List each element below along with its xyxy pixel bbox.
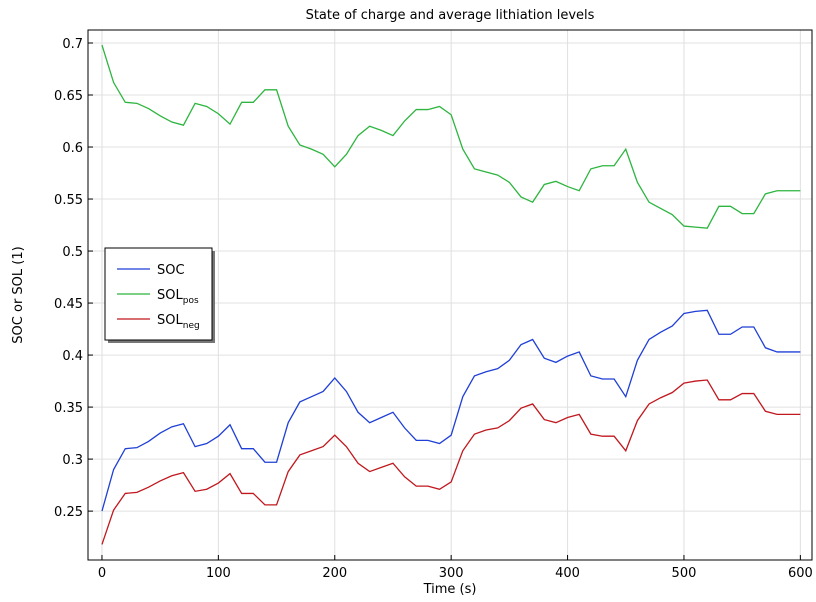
y-tick-label: 0.3 bbox=[62, 453, 83, 468]
x-tick-label: 200 bbox=[322, 566, 347, 581]
y-tick-label: 0.35 bbox=[54, 401, 83, 416]
legend-subscript: neg bbox=[183, 321, 200, 331]
x-tick-label: 300 bbox=[439, 566, 464, 581]
y-tick-label: 0.25 bbox=[54, 505, 83, 520]
legend-label: SOLneg bbox=[157, 313, 200, 331]
y-tick-label: 0.45 bbox=[54, 297, 83, 312]
legend-label: SOLpos bbox=[157, 288, 199, 306]
x-axis-label: Time (s) bbox=[423, 582, 477, 597]
x-tick-label: 500 bbox=[672, 566, 697, 581]
data-line bbox=[101, 309, 801, 512]
legend-subscript: pos bbox=[183, 296, 199, 306]
legend-label: SOC bbox=[157, 263, 185, 278]
y-tick-label: 0.7 bbox=[62, 37, 83, 52]
y-tick-label: 0.65 bbox=[54, 89, 83, 104]
y-tick-label: 0.6 bbox=[62, 141, 83, 156]
x-tick-label: 0 bbox=[98, 566, 106, 581]
data-line bbox=[101, 44, 801, 229]
y-tick-label: 0.4 bbox=[62, 349, 83, 364]
y-tick-label: 0.5 bbox=[62, 245, 83, 260]
data-line bbox=[101, 379, 801, 545]
plot-frame bbox=[87, 29, 813, 561]
y-axis-label: SOC or SOL (1) bbox=[11, 246, 26, 343]
y-tick-label: 0.55 bbox=[54, 193, 83, 208]
legend-name: SOL bbox=[157, 313, 183, 328]
x-tick-label: 100 bbox=[206, 566, 231, 581]
legend-name: SOC bbox=[157, 263, 185, 278]
legend-name: SOL bbox=[157, 288, 183, 303]
chart-title: State of charge and average lithiation l… bbox=[306, 8, 595, 23]
x-tick-label: 600 bbox=[788, 566, 813, 581]
x-tick-label: 400 bbox=[555, 566, 580, 581]
